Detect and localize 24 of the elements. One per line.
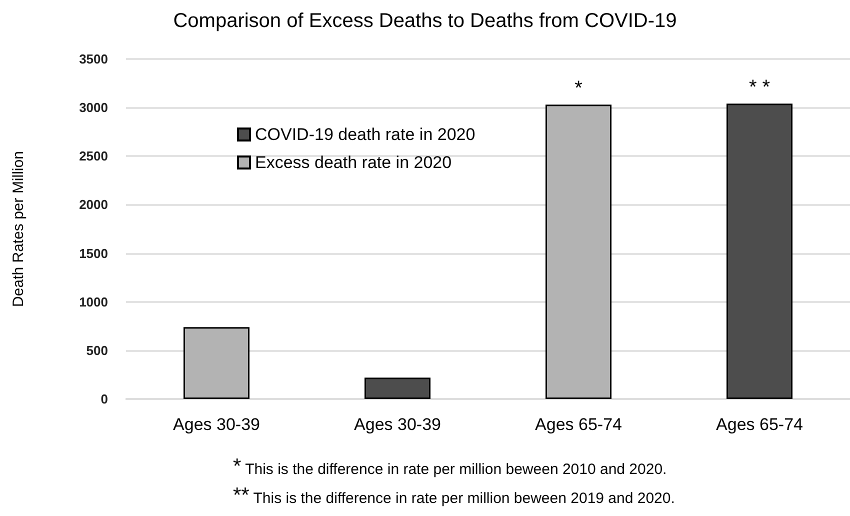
- legend-label: COVID-19 death rate in 2020: [255, 125, 476, 144]
- chart-title: Comparison of Excess Deaths to Deaths from COVID-19: [173, 10, 677, 32]
- y-tick-label: 3500: [79, 52, 108, 66]
- y-tick-label: 1000: [79, 294, 108, 310]
- data-label: * *: [748, 76, 770, 99]
- legend-label: Excess death rate in 2020: [255, 153, 452, 172]
- y-tick-label: 1500: [79, 246, 108, 261]
- y-tick-label: 3000: [79, 100, 108, 116]
- y-tick-label: 2000: [79, 197, 108, 212]
- bar: [364, 378, 430, 399]
- y-tick-label: 2500: [79, 148, 108, 164]
- x-tick-label: Ages 30-39: [354, 415, 441, 434]
- text: ** This is the difference in rate per million beween 2019 and 2020.: [233, 484, 675, 507]
- data-label: *: [574, 78, 583, 100]
- text: * This is the difference in rate per million beween 2010 and 2020.: [233, 455, 667, 478]
- y-tick-label: 0: [100, 392, 108, 406]
- x-tick-label: Ages 65-74: [716, 415, 803, 434]
- bar: [726, 104, 792, 399]
- bar: [184, 327, 250, 399]
- bar: [546, 104, 612, 399]
- y-axis-title: Death Rates per Million: [10, 151, 27, 307]
- y-tick-label: 500: [86, 342, 108, 358]
- x-tick-label: Ages 65-74: [535, 415, 622, 434]
- x-tick-label: Ages 30-39: [173, 415, 260, 434]
